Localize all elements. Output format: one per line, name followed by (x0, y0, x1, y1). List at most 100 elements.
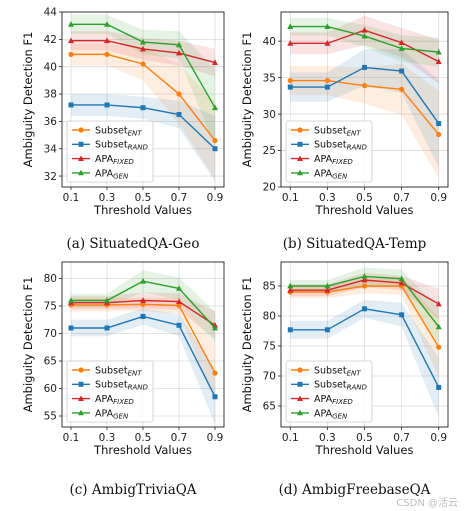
data-point-Subset_RAND (68, 102, 74, 108)
data-point-APA_GEN (176, 285, 182, 291)
legend-label-APA_FIXED: APAFIXED (95, 154, 134, 166)
data-point-APA_GEN (361, 273, 368, 279)
data-point-Subset_RAND (362, 64, 367, 70)
x-tick-label: 0.7 (393, 192, 410, 204)
data-point-APA_FIXED (104, 37, 110, 44)
chart-panel-4: 0.1 0.3 0.5 0.7 0.9 65 70 75 80 85 Threshold Value… (240, 261, 449, 498)
legend-marker-Subset_ENT (78, 127, 84, 133)
data-point-APA_GEN (68, 21, 74, 27)
legend-box (66, 120, 154, 183)
data-point-Subset_RAND (436, 121, 442, 127)
legend-label-Subset_RAND: SubsetRAND (314, 380, 367, 392)
data-point-APA_FIXED (435, 58, 442, 64)
data-point-APA_GEN (324, 282, 331, 289)
legend-box (285, 360, 373, 423)
legend-marker-Subset_ENT (78, 367, 84, 373)
data-point-APA_GEN (212, 104, 218, 111)
data-point-APA_FIXED (140, 45, 146, 52)
panel-caption: (d) AmbigFreebaseQA (279, 482, 431, 498)
data-point-APA_FIXED (212, 59, 218, 65)
chart-panel-2: 0.1 0.3 0.5 0.7 0.9 20 25 30 35 40 Threshold Value… (240, 11, 449, 252)
y-tick-label: 38 (44, 89, 57, 101)
legend-label-Subset_RAND: SubsetRAND (314, 140, 367, 152)
data-point-APA_GEN (287, 282, 294, 289)
legend-label-APA_GEN: APAGEN (314, 408, 348, 420)
y-tick-label: 42 (44, 34, 57, 46)
legend: SubsetENT SubsetRAND APAFIXED APAGEN (66, 360, 154, 423)
legend-marker-Subset_ENT (297, 367, 303, 373)
legend-marker-APA_GEN (78, 409, 84, 416)
data-point-APA_FIXED (68, 37, 74, 44)
panel-caption: (a) SituatedQA-Geo (67, 236, 200, 252)
legend: SubsetENT SubsetRAND APAFIXED APAGEN (66, 120, 154, 183)
x-tick-label: 0.1 (63, 192, 80, 204)
data-point-APA_GEN (176, 41, 182, 48)
data-point-APA_GEN (212, 324, 218, 331)
data-point-Subset_ENT (176, 302, 182, 309)
y-tick-label: 44 (44, 7, 58, 19)
y-tick-label: 20 (263, 182, 276, 194)
data-point-Subset_ENT (140, 301, 146, 307)
data-point-Subset_ENT (361, 283, 368, 289)
y-tick-label: 85 (263, 281, 276, 293)
legend-marker-Subset_RAND (297, 381, 303, 387)
data-point-Subset_RAND (399, 68, 405, 74)
data-point-APA_FIXED (287, 40, 294, 46)
data-point-APA_GEN (68, 297, 74, 303)
x-tick-label: 0.7 (171, 432, 188, 444)
y-tick-label: 75 (44, 301, 57, 313)
data-point-Subset_ENT (140, 61, 146, 67)
data-point-APA_GEN (361, 32, 368, 39)
data-point-APA_GEN (435, 323, 442, 330)
data-point-Subset_RAND (212, 146, 218, 152)
legend-marker-APA_FIXED (297, 395, 303, 401)
data-point-APA_FIXED (287, 287, 294, 293)
legend-marker-Subset_RAND (78, 141, 84, 147)
confidence-band-Subset_ENT (290, 277, 439, 378)
x-axis-label: Threshold Values (93, 443, 192, 457)
legend: SubsetENT SubsetRAND APAFIXED APAGEN (285, 360, 373, 423)
data-point-APA_GEN (140, 38, 146, 45)
y-tick-label: 34 (44, 143, 58, 155)
x-tick-label: 0.5 (135, 192, 152, 204)
legend-label-APA_FIXED: APAFIXED (95, 394, 134, 406)
data-point-APA_FIXED (140, 297, 146, 303)
confidence-band-APA_GEN (71, 14, 215, 146)
y-tick-label: 36 (44, 116, 58, 128)
data-point-Subset_RAND (140, 313, 146, 319)
y-tick-label: 80 (263, 311, 276, 323)
legend-label-APA_GEN: APAGEN (314, 168, 348, 180)
data-point-Subset_ENT (212, 370, 218, 376)
data-point-Subset_RAND (324, 84, 330, 90)
x-tick-label: 0.9 (430, 432, 447, 444)
x-tick-label: 0.1 (282, 192, 299, 204)
y-tick-label: 70 (263, 371, 276, 383)
data-point-Subset_RAND (324, 327, 330, 333)
confidence-band-Subset_ENT (71, 297, 215, 401)
confidence-band-Subset_ENT (71, 43, 215, 179)
x-tick-label: 0.5 (356, 192, 373, 204)
y-axis-label: Ambiguity Detection F1 (240, 277, 254, 413)
data-point-Subset_ENT (436, 131, 442, 138)
data-point-Subset_RAND (140, 105, 146, 111)
chart-panel-1: 0.1 0.3 0.5 0.7 0.9 32 34 36 38 40 42 44 Threshold V… (21, 7, 225, 252)
data-point-Subset_RAND (287, 84, 293, 90)
data-point-Subset_ENT (324, 77, 330, 84)
x-tick-label: 0.9 (430, 192, 447, 204)
x-tick-label: 0.1 (282, 432, 299, 444)
legend-label-Subset_RAND: SubsetRAND (95, 140, 148, 152)
legend-marker-APA_FIXED (297, 155, 303, 161)
legend-label-Subset_ENT: SubsetENT (95, 125, 142, 137)
data-point-APA_FIXED (176, 49, 182, 56)
data-point-Subset_RAND (212, 394, 218, 400)
y-tick-label: 80 (44, 273, 57, 285)
x-axis-label: Threshold Values (315, 203, 414, 217)
data-point-APA_FIXED (435, 300, 442, 307)
data-point-APA_FIXED (324, 40, 331, 46)
data-point-APA_FIXED (361, 27, 368, 33)
x-axis-label: Threshold Values (93, 203, 192, 217)
confidence-band-Subset_ENT (290, 63, 439, 179)
data-point-Subset_ENT (176, 91, 182, 97)
data-point-APA_FIXED (361, 276, 368, 283)
